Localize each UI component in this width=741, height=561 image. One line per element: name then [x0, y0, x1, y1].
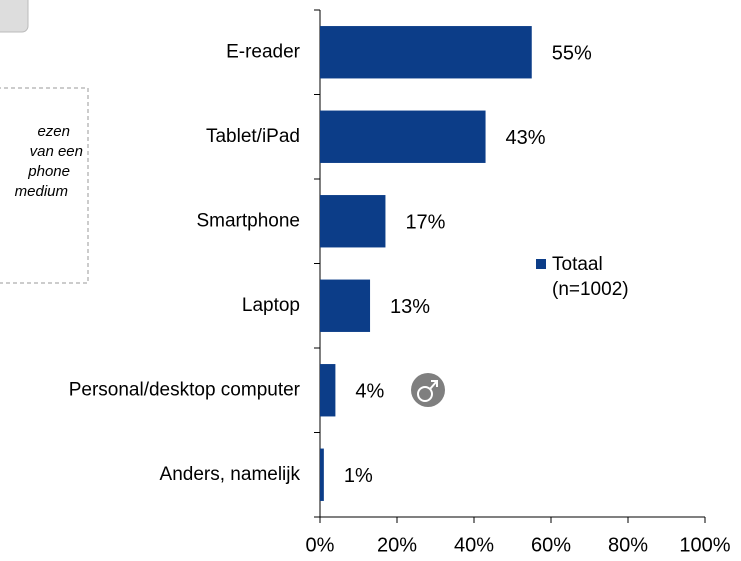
- category-label: E-reader: [226, 41, 301, 62]
- x-tick-label: 60%: [531, 534, 571, 556]
- category-label: Personal/desktop computer: [69, 379, 301, 400]
- annotation-text: ezen: [37, 123, 70, 140]
- bar: [320, 279, 371, 332]
- x-tick-label: 20%: [377, 534, 417, 556]
- annotation-text: van een: [30, 143, 83, 160]
- x-tick-label: 100%: [679, 534, 730, 556]
- x-tick-label: 80%: [608, 534, 648, 556]
- annotation-box: [0, 87, 89, 284]
- bar: [320, 26, 532, 79]
- bar: [320, 195, 386, 248]
- device-icon: [0, 0, 29, 33]
- male-icon: [411, 373, 445, 407]
- value-label: 1%: [344, 465, 373, 487]
- x-tick-label: 0%: [306, 534, 335, 556]
- value-label: 17%: [405, 212, 445, 234]
- bar: [320, 364, 336, 417]
- value-label: 4%: [355, 381, 384, 403]
- value-label: 43%: [506, 127, 546, 149]
- bar: [320, 448, 324, 501]
- value-label: 13%: [390, 296, 430, 318]
- legend-note: (n=1002): [552, 279, 629, 300]
- bar: [320, 110, 486, 163]
- category-label: Laptop: [242, 295, 300, 316]
- category-label: Smartphone: [196, 210, 300, 231]
- annotation-text: phone: [27, 163, 70, 180]
- x-tick-label: 40%: [454, 534, 494, 556]
- legend-swatch: [536, 259, 546, 269]
- legend-label: Totaal: [552, 254, 603, 275]
- category-label: Anders, namelijk: [160, 464, 301, 485]
- annotation-text: medium: [15, 183, 68, 200]
- category-label: Tablet/iPad: [206, 126, 300, 147]
- value-label: 55%: [552, 43, 592, 65]
